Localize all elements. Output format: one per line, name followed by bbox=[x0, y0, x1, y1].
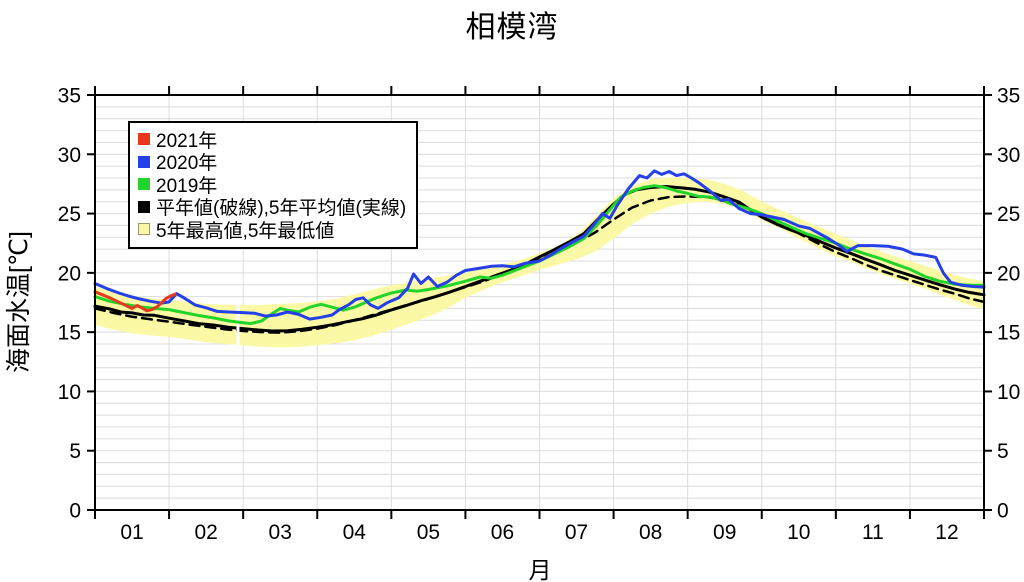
legend-label-2021: 2021年 bbox=[156, 130, 218, 152]
series-2019-line bbox=[93, 184, 986, 326]
y-tick-label-left: 5 bbox=[69, 440, 81, 463]
y-tick-label-right: 35 bbox=[997, 85, 1020, 108]
legend-item-normal-mean: 平年値(破線),5年平均値(実線) bbox=[138, 196, 406, 219]
legend-label-2020: 2020年 bbox=[156, 153, 218, 175]
x-axis-label: 月 bbox=[528, 557, 552, 582]
data-gap-marker bbox=[236, 303, 240, 349]
x-tick-label: 03 bbox=[269, 521, 292, 544]
y-tick-label-left: 20 bbox=[58, 262, 81, 285]
x-tick-label: 01 bbox=[120, 521, 143, 544]
y-tick-label-left: 35 bbox=[58, 85, 81, 108]
legend-swatch-normal-mean-icon bbox=[138, 200, 150, 213]
series-2021-line bbox=[93, 290, 177, 313]
legend-swatch-minmax-band-icon bbox=[138, 223, 150, 236]
y-tick-label-left: 25 bbox=[58, 203, 81, 226]
x-tick-label: 12 bbox=[935, 521, 958, 544]
legend-item-2020: 2020年 bbox=[138, 151, 406, 174]
y-tick-label-right: 20 bbox=[997, 262, 1020, 285]
legend-label-minmax-band: 5年最高値,5年最低値 bbox=[156, 220, 335, 242]
x-tick-label: 08 bbox=[639, 521, 662, 544]
x-tick-label: 06 bbox=[491, 521, 514, 544]
legend-item-2021: 2021年 bbox=[138, 128, 406, 152]
y-tick-label-right: 0 bbox=[997, 500, 1009, 523]
y-tick-label-left: 10 bbox=[58, 381, 81, 404]
x-tick-label: 11 bbox=[862, 521, 884, 544]
y-tick-label-right: 25 bbox=[997, 203, 1020, 226]
legend-label-2019: 2019年 bbox=[156, 175, 218, 197]
y-tick-label-right: 10 bbox=[997, 381, 1020, 404]
x-tick-label: 05 bbox=[417, 521, 440, 544]
y-tick-label-left: 0 bbox=[69, 500, 81, 523]
y-tick-label-left: 30 bbox=[58, 144, 81, 167]
x-tick-label: 04 bbox=[343, 521, 367, 544]
five-year-mean-line bbox=[93, 185, 986, 333]
legend-item-minmax-band: 5年最高値,5年最低値 bbox=[138, 218, 406, 242]
y-tick-label-right: 30 bbox=[997, 144, 1020, 167]
chart-title: 相模湾 bbox=[465, 11, 559, 44]
x-tick-label: 02 bbox=[194, 521, 217, 544]
legend-item-2019: 2019年 bbox=[138, 173, 406, 197]
y-tick-label-left: 15 bbox=[58, 322, 81, 345]
y-tick-label-right: 15 bbox=[997, 322, 1020, 345]
legend-label-normal-mean: 平年値(破線),5年平均値(実線) bbox=[156, 198, 407, 220]
chart-legend: 2021年 2020年 2019年 平年値(破線),5年平均値(実線) 5年最高… bbox=[128, 121, 419, 249]
x-tick-label: 09 bbox=[713, 521, 736, 544]
legend-swatch-2021-icon bbox=[138, 133, 150, 146]
legend-swatch-2020-icon bbox=[138, 155, 150, 168]
series-2020-line bbox=[93, 169, 986, 321]
x-tick-label: 10 bbox=[787, 521, 810, 544]
y-axis-label: 海面水温[℃] bbox=[5, 231, 33, 373]
x-tick-label: 07 bbox=[565, 521, 588, 544]
y-tick-label-right: 5 bbox=[997, 440, 1009, 463]
legend-swatch-2019-icon bbox=[138, 178, 150, 191]
